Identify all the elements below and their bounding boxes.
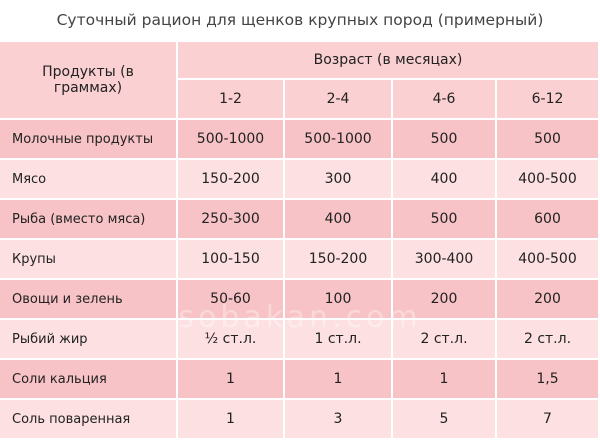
- product: Рыба (вместо мяса): [0, 200, 178, 240]
- amount-text: 300: [324, 171, 352, 187]
- product-text: Соли кальция: [12, 371, 107, 387]
- amount: 500: [393, 200, 497, 240]
- age-text: 4-6: [432, 91, 456, 107]
- product: Мясо: [0, 160, 178, 200]
- amount: 1: [178, 400, 285, 440]
- amount: 500-1000: [178, 120, 285, 160]
- amount-text: 1: [226, 411, 235, 427]
- amount-text: 50-60: [210, 291, 251, 307]
- amount-text: 500: [534, 131, 561, 147]
- amount-text: 400: [324, 211, 352, 227]
- product: Крупы: [0, 240, 178, 280]
- amount-text: 3: [333, 411, 343, 427]
- amount-text: 2 ст.л.: [420, 331, 468, 347]
- amount: 400: [285, 200, 393, 240]
- amount-text: 150-200: [201, 171, 260, 187]
- product-text: Молочные продукты: [12, 131, 154, 147]
- amount: 400: [393, 160, 497, 200]
- amount-text: 300-400: [414, 251, 474, 267]
- amount: 100: [285, 280, 393, 320]
- amount-text: 100: [324, 291, 352, 307]
- product-header: Продукты (в граммах): [0, 42, 178, 120]
- amount-text: 7: [543, 411, 552, 427]
- amount: 500: [497, 120, 600, 160]
- amount: 400-500: [497, 240, 600, 280]
- amount: 1 ст.л.: [285, 320, 393, 360]
- watermark: sobakan.com: [178, 300, 422, 335]
- amount-text: 1,5: [536, 371, 559, 387]
- amount-text: 1: [333, 371, 343, 387]
- amount-text: 5: [439, 411, 449, 427]
- age-header: Возраст (в месяцах): [178, 42, 600, 80]
- amount-text: 250-300: [201, 211, 260, 227]
- amount: 200: [393, 280, 497, 320]
- amount: 150-200: [285, 240, 393, 280]
- amount-text: 500: [430, 131, 458, 147]
- amount-text: 150-200: [308, 251, 368, 267]
- amount: 1: [285, 360, 393, 400]
- amount: 500-1000: [285, 120, 393, 160]
- amount-text: 500-1000: [304, 131, 372, 147]
- product-text: Соль поваренная: [12, 411, 131, 427]
- amount: 150-200: [178, 160, 285, 200]
- age-text: 1-2: [219, 91, 242, 107]
- amount-text: 200: [430, 291, 458, 307]
- amount-text: 1: [226, 371, 235, 387]
- amount-text: 400-500: [518, 171, 577, 187]
- product-text: Крупы: [12, 251, 56, 267]
- product: Соль поваренная: [0, 400, 178, 440]
- amount: 100-150: [178, 240, 285, 280]
- amount: 1: [393, 360, 497, 400]
- product-text: Мясо: [12, 171, 47, 187]
- amount-text: 200: [534, 291, 561, 307]
- amount-text: ½ ст.л.: [204, 331, 257, 347]
- amount-text: 400-500: [518, 251, 577, 267]
- age-text: 6-12: [531, 91, 564, 107]
- title: Суточный рацион для щенков крупных пород…: [56, 11, 544, 29]
- age-header-text: Возраст (в месяцах): [313, 52, 463, 68]
- amount-text: 500-1000: [196, 131, 265, 147]
- product-header-text: Продукты (в граммах): [42, 64, 134, 96]
- age: 4-6: [393, 80, 497, 120]
- amount: 400-500: [497, 160, 600, 200]
- amount: ½ ст.л.: [178, 320, 285, 360]
- amount: 300-400: [393, 240, 497, 280]
- amount: 3: [285, 400, 393, 440]
- amount: 5: [393, 400, 497, 440]
- amount-text: 600: [534, 211, 561, 227]
- amount-text: 500: [430, 211, 458, 227]
- age: 2-4: [285, 80, 393, 120]
- product-text: Овощи и зелень: [12, 291, 123, 307]
- amount-text: 1: [439, 371, 449, 387]
- amount: 2 ст.л.: [497, 320, 600, 360]
- amount-text: 100-150: [201, 251, 260, 267]
- amount-text: 1 ст.л.: [314, 331, 362, 347]
- product: Рыбий жир: [0, 320, 178, 360]
- amount: 7: [497, 400, 600, 440]
- age: 6-12: [497, 80, 600, 120]
- amount-text: 400: [430, 171, 458, 187]
- age-text: 2-4: [326, 91, 350, 107]
- amount: 300: [285, 160, 393, 200]
- amount: 200: [497, 280, 600, 320]
- amount-text: 2 ст.л.: [523, 331, 572, 347]
- age: 1-2: [178, 80, 285, 120]
- product-text: Рыба (вместо мяса): [12, 211, 146, 227]
- product: Соли кальция: [0, 360, 178, 400]
- amount: 600: [497, 200, 600, 240]
- amount: 1: [178, 360, 285, 400]
- amount: 1,5: [497, 360, 600, 400]
- amount: 50-60: [178, 280, 285, 320]
- amount: 2 ст.л.: [393, 320, 497, 360]
- product: Овощи и зелень: [0, 280, 178, 320]
- product-text: Рыбий жир: [12, 331, 88, 347]
- amount: 250-300: [178, 200, 285, 240]
- product: Молочные продукты: [0, 120, 178, 160]
- amount: 500: [393, 120, 497, 160]
